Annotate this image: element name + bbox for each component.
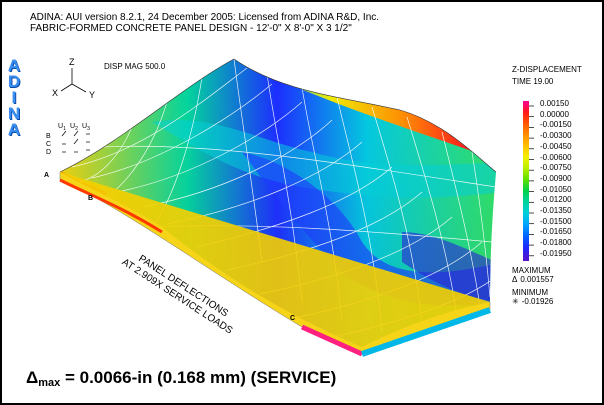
marker-c: C bbox=[290, 315, 295, 322]
legend-title: Z-DISPLACEMENT bbox=[512, 65, 582, 74]
legend-value: -0.00600 bbox=[540, 152, 572, 162]
delta-symbol: Δ bbox=[26, 368, 39, 387]
max-row: Δ 0.001557 bbox=[512, 275, 554, 284]
max-deflection-caption: Δmax = 0.0066-in (0.168 mm) (SERVICE) bbox=[26, 368, 336, 389]
legend-time: TIME 19.00 bbox=[512, 77, 554, 86]
marker-a: A bbox=[44, 172, 49, 179]
max-triangle-icon: Δ bbox=[512, 275, 518, 284]
panel-corner-red bbox=[300, 324, 364, 357]
panel-far-edge bbox=[59, 58, 497, 173]
dof-u1: U1 bbox=[58, 123, 66, 132]
legend-value: 0.00150 bbox=[540, 99, 569, 108]
delta-subscript: max bbox=[38, 377, 61, 389]
axis-triad: Z X Y bbox=[52, 57, 95, 100]
min-value: -0.01926 bbox=[521, 297, 554, 306]
x-axis-line bbox=[60, 83, 73, 92]
legend-value: -0.00900 bbox=[540, 173, 572, 183]
dof-u3: U3 bbox=[82, 123, 90, 132]
max-label: MAXIMUM bbox=[512, 266, 551, 275]
x-axis-label: X bbox=[52, 88, 58, 98]
max-value: 0.001557 bbox=[520, 275, 554, 284]
legend-value: -0.01200 bbox=[540, 195, 572, 205]
legend-value: 0.00000 bbox=[540, 109, 569, 119]
min-asterisk-icon: ✳ bbox=[512, 297, 519, 306]
legend-value: -0.01500 bbox=[540, 216, 572, 226]
legend-value: -0.00150 bbox=[540, 120, 572, 130]
legend-value: -0.01650 bbox=[540, 227, 572, 237]
header: ADINA: AUI version 8.2.1, 24 December 20… bbox=[30, 12, 379, 34]
legend-value: -0.00750 bbox=[540, 163, 572, 173]
dof-row-c: C bbox=[46, 141, 51, 148]
legend-value: -0.00300 bbox=[540, 131, 572, 141]
min-max-block: MAXIMUM Δ 0.001557 MINIMUM ✳ -0.01926 bbox=[512, 266, 554, 306]
triad-dof-table: U1 U2 U3 B C D bbox=[46, 123, 90, 156]
legend-value: -0.01950 bbox=[540, 248, 572, 258]
logo-letter: N bbox=[7, 104, 21, 123]
header-line-2: FABRIC-FORMED CONCRETE PANEL DESIGN - 12… bbox=[30, 23, 352, 34]
dof-row-d: D bbox=[46, 149, 51, 156]
panel-side-red bbox=[59, 178, 163, 234]
logo-letter: A bbox=[7, 56, 21, 75]
legend-value: -0.01800 bbox=[540, 238, 572, 248]
legend-values: 0.00150 0.00000 -0.00150 -0.00300 -0.004… bbox=[540, 99, 572, 260]
disp-mag-label: DISP MAG 500.0 bbox=[104, 62, 166, 71]
legend-header: Z-DISPLACEMENT TIME 19.00 bbox=[512, 64, 582, 88]
logo-letter: D bbox=[7, 72, 21, 91]
legend-value: -0.00450 bbox=[540, 141, 572, 151]
panel-front-edge bbox=[361, 307, 491, 357]
dof-u2: U2 bbox=[70, 123, 78, 132]
min-label: MINIMUM bbox=[512, 288, 548, 297]
marker-b: B bbox=[88, 195, 93, 202]
min-row: ✳ -0.01926 bbox=[512, 297, 554, 306]
logo-letter: I bbox=[11, 88, 17, 107]
logo-letter: A bbox=[7, 120, 21, 139]
header-line-1: ADINA: AUI version 8.2.1, 24 December 20… bbox=[30, 12, 380, 23]
legend-color-bar bbox=[523, 101, 529, 261]
deflection-text: = 0.0066-in (0.168 mm) (SERVICE) bbox=[60, 368, 337, 387]
y-axis-line bbox=[71, 83, 87, 93]
legend-ticks bbox=[529, 105, 534, 257]
z-axis-label: Z bbox=[69, 57, 75, 67]
legend-value: -0.01050 bbox=[540, 184, 572, 194]
adina-logo: A D I N A bbox=[6, 56, 22, 139]
legend-value: -0.01350 bbox=[540, 206, 572, 216]
dof-row-b: B bbox=[46, 133, 51, 140]
y-axis-label: Y bbox=[89, 90, 95, 100]
